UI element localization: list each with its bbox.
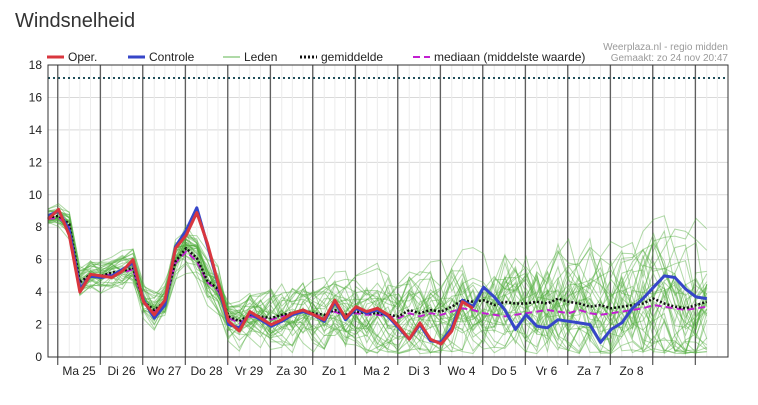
- y-tick-label: 14: [29, 123, 43, 137]
- y-tick-label: 0: [35, 350, 42, 364]
- x-tick-label: Di 26: [108, 364, 136, 378]
- x-tick-label: Za 30: [276, 364, 307, 378]
- x-tick-label: Zo 1: [322, 364, 346, 378]
- leden-member-line: [47, 217, 708, 353]
- plot-frame: [47, 64, 729, 358]
- x-tick-label: Vr 6: [536, 364, 558, 378]
- axes: 0 2 4 6 8 10 12 14 16 18 Ma 25 Di 26 Wo 27 Do 28 Vr 29…: [29, 58, 729, 378]
- y-tick-label: 2: [35, 318, 42, 332]
- y-tick-label: 6: [35, 253, 42, 267]
- x-tick-label: Vr 29: [235, 364, 264, 378]
- leden-member-line: [47, 207, 708, 333]
- leden-member-line: [47, 210, 708, 346]
- legend: Oper. Controle Leden gemiddelde mediaan (mid…: [47, 50, 585, 64]
- series-oper-line: [46, 207, 474, 346]
- x-tick-label: Za 7: [577, 364, 601, 378]
- x-tick-label: Do 5: [491, 364, 517, 378]
- x-tick-label: Ma 25: [62, 364, 96, 378]
- series-gemiddelde-line: [47, 214, 708, 323]
- leden-member-line: [47, 215, 707, 335]
- y-tick-label: 12: [29, 155, 43, 169]
- leden-member-line: [47, 216, 708, 333]
- leden-member-line: [47, 217, 708, 353]
- credit-timestamp: Gemaakt: zo 24 nov 20:47: [611, 53, 729, 64]
- y-tick-label: 16: [29, 90, 43, 104]
- y-tick-label: 8: [35, 220, 42, 234]
- y-tick-label: 4: [35, 285, 42, 299]
- x-tick-label: Wo 27: [147, 364, 182, 378]
- y-tick-label: 10: [29, 188, 43, 202]
- x-tick-label: Do 28: [191, 364, 223, 378]
- series-lines: [46, 206, 708, 346]
- legend-label-gemiddelde: gemiddelde: [321, 50, 383, 64]
- leden-member-line: [47, 211, 708, 354]
- leden-member-line: [47, 209, 708, 339]
- x-tick-label: Zo 8: [620, 364, 644, 378]
- x-tick-label: Di 3: [408, 364, 430, 378]
- legend-label-mediaan: mediaan (middelste waarde): [434, 50, 585, 64]
- leden-member-line: [47, 217, 708, 354]
- leden-member-line: [47, 209, 708, 323]
- x-tick-label: Ma 2: [363, 364, 390, 378]
- page-title: Windsnelheid: [15, 10, 136, 32]
- leden-member-line: [47, 218, 708, 353]
- x-tick-label: Wo 4: [448, 364, 476, 378]
- credit-source: Weerplaza.nl - regio midden: [603, 42, 728, 53]
- grid: [48, 64, 728, 365]
- leden-member-line: [47, 215, 708, 354]
- leden-member-line: [47, 216, 708, 354]
- leden-member-line: [47, 205, 708, 330]
- legend-label-leden: Leden: [244, 50, 277, 64]
- leden-member-line: [47, 217, 707, 355]
- leden-member-line: [47, 216, 707, 355]
- legend-label-controle: Controle: [149, 50, 195, 64]
- leden-member-line: [47, 211, 708, 339]
- y-tick-label: 18: [29, 58, 43, 72]
- leden-member-line: [47, 216, 708, 354]
- legend-label-oper: Oper.: [68, 50, 97, 64]
